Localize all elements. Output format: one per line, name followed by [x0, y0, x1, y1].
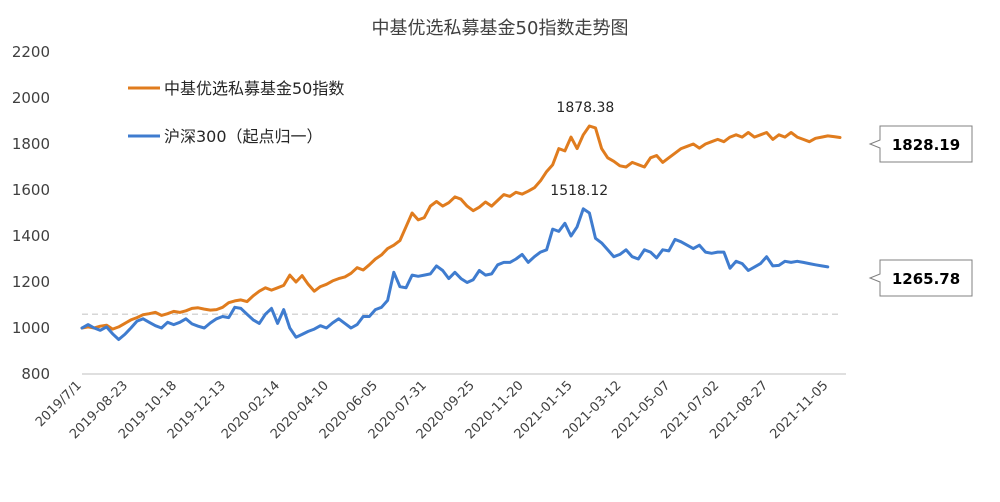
y-axis-ticks: 800 1000 1200 1400 1600 1800 2000 2200	[12, 43, 50, 383]
x-axis-ticks: 2019/7/12019-08-232019-10-182019-12-1320…	[33, 378, 832, 442]
y-tick-label: 1600	[12, 181, 50, 199]
data-labels: 1878.38 1828.19 1518.12 1265.78	[550, 100, 973, 297]
series-line-2	[80, 207, 830, 341]
peak-label-2: 1518.12	[550, 183, 608, 199]
y-tick-label: 800	[21, 365, 50, 383]
end-value-callout-2	[868, 259, 973, 297]
end-value-label-2: 1265.78	[892, 270, 960, 288]
legend-label-1: 中基优选私募基金50指数	[164, 79, 344, 98]
y-tick-label: 1400	[12, 227, 50, 245]
chart-title: 中基优选私募基金50指数走势图	[372, 18, 629, 39]
y-tick-label: 2000	[12, 89, 50, 107]
x-tick-label: 2021-11-05	[767, 378, 831, 442]
y-tick-label: 2200	[12, 43, 50, 61]
y-tick-label: 1200	[12, 273, 50, 291]
end-value-callout-1	[868, 125, 973, 163]
legend-label-2: 沪深300（起点归一）	[164, 127, 323, 146]
end-value-label-1: 1828.19	[892, 136, 960, 154]
y-tick-label: 1800	[12, 135, 50, 153]
series-layer	[80, 124, 842, 341]
y-tick-label: 1000	[12, 319, 50, 337]
series-line-1	[80, 124, 842, 331]
peak-label-1: 1878.38	[556, 100, 614, 116]
